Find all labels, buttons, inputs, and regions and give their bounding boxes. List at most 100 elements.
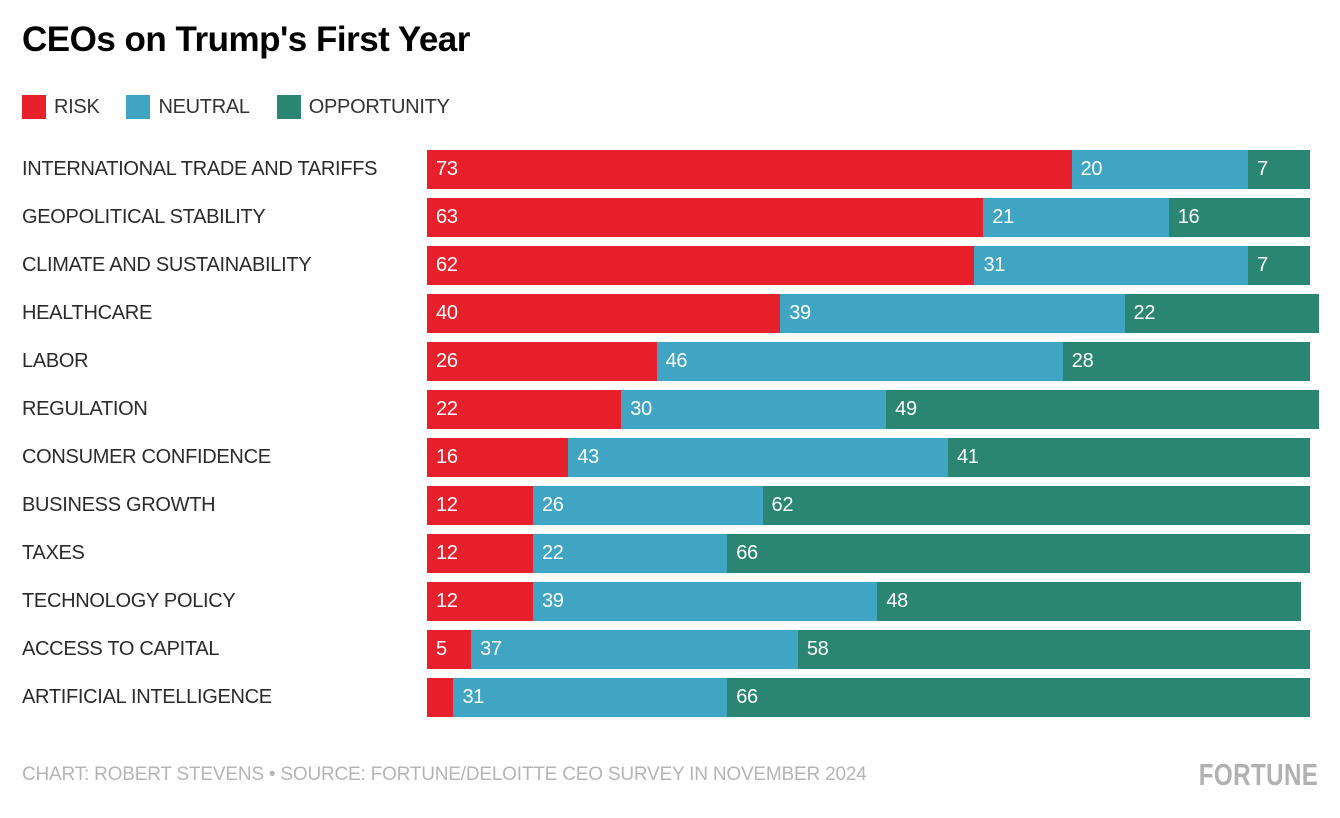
bar-value-label: 48 [886,590,908,612]
bar-segment-neutral: 21 [983,198,1169,237]
bar-segment-risk: 5 [427,630,472,669]
bar-value-label: 12 [436,494,458,516]
bar-value-label: 63 [436,206,458,228]
legend: RISK NEUTRAL OPPORTUNITY [22,95,450,119]
chart-row: ARTIFICIAL INTELLIGENCE 31 66 [0,678,1340,717]
bar-segment-opportunity: 66 [727,534,1310,573]
bar-segment-opportunity: 28 [1062,342,1310,381]
legend-swatch-opportunity [276,95,301,119]
footer: CHART: ROBERT STEVENS • SOURCE: FORTUNE/… [22,755,1318,795]
bar-segment-neutral: 46 [656,342,1063,381]
chart-row: LABOR 26 46 28 [0,342,1340,381]
fortune-logo: FORTUNE [1198,757,1318,792]
chart-title: CEOs on Trump's First Year [22,20,470,59]
bar-group: 62 31 7 [427,246,1310,285]
bar-segment-opportunity: 49 [886,390,1319,429]
bar-segment-neutral: 37 [471,630,798,669]
bar-value-label: 40 [436,302,458,324]
bar-value-label: 16 [1177,206,1200,228]
bar-segment-neutral: 39 [532,582,878,621]
bar-value-label: 49 [895,398,917,420]
footer-credit: CHART: ROBERT STEVENS • SOURCE: FORTUNE/… [22,764,867,785]
bar-segment-opportunity: 7 [1248,246,1310,285]
bar-group: 73 20 7 [427,150,1310,189]
category-label: ARTIFICIAL INTELLIGENCE [22,686,272,708]
bar-segment-risk: 12 [427,534,533,573]
bar-value-label: 43 [577,446,599,468]
bar-value-label: 39 [789,302,811,324]
bar-segment-risk: 40 [427,294,781,333]
chart-row: INTERNATIONAL TRADE AND TARIFFS 73 20 7 [0,150,1340,189]
bar-group: 22 30 49 [427,390,1319,429]
category-label: CONSUMER CONFIDENCE [22,446,271,468]
bar-value-label: 31 [462,686,485,708]
bar-value-label: 22 [1133,302,1156,324]
bar-value-label: 7 [1257,254,1268,276]
chart-row: TECHNOLOGY POLICY 12 39 48 [0,582,1340,621]
legend-item-neutral: NEUTRAL [126,95,250,119]
bar-value-label: 62 [436,254,458,276]
bar-group: 63 21 16 [427,198,1310,237]
bar-value-label: 5 [436,638,447,660]
bar-segment-opportunity: 48 [877,582,1302,621]
bar-group: 16 43 41 [427,438,1310,477]
bar-value-label: 37 [480,638,502,660]
bar-group: 26 46 28 [427,342,1310,381]
bar-group: 12 39 48 [427,582,1310,621]
category-label: GEOPOLITICAL STABILITY [22,206,266,228]
category-label: INTERNATIONAL TRADE AND TARIFFS [22,158,378,180]
bar-segment-opportunity: 22 [1124,294,1319,333]
legend-label-risk: RISK [54,95,100,118]
chart-row: CONSUMER CONFIDENCE 16 43 41 [0,438,1340,477]
chart-row: BUSINESS GROWTH 12 26 62 [0,486,1340,525]
bar-value-label: 66 [736,686,758,708]
category-label: TECHNOLOGY POLICY [22,590,236,612]
category-label: BUSINESS GROWTH [22,494,216,516]
bar-group: 5 37 58 [427,630,1310,669]
bar-segment-neutral: 22 [532,534,728,573]
chart-row: GEOPOLITICAL STABILITY 63 21 16 [0,198,1340,237]
bar-value-label: 26 [436,350,458,372]
bar-segment-neutral: 31 [974,246,1249,285]
bar-segment-neutral: 43 [568,438,948,477]
bar-value-label: 73 [436,158,458,180]
bar-segment-neutral: 30 [621,390,887,429]
bar-value-label: 30 [630,398,652,420]
category-label: CLIMATE AND SUSTAINABILITY [22,254,312,276]
bar-value-label: 62 [771,494,794,516]
bar-segment-opportunity: 7 [1248,150,1310,189]
bar-segment-risk: 16 [427,438,569,477]
bar-segment-risk: 63 [427,198,984,237]
bar-value-label: 16 [436,446,458,468]
chart-row: REGULATION 22 30 49 [0,390,1340,429]
bar-group: 12 22 66 [427,534,1310,573]
bar-segment-risk: 62 [427,246,975,285]
bar-value-label: 41 [956,446,979,468]
bar-segment-risk: 22 [427,390,622,429]
bar-value-label: 28 [1071,350,1094,372]
bar-segment-risk [427,678,454,717]
category-label: TAXES [22,542,85,564]
bar-value-label: 31 [983,254,1006,276]
bar-group: 12 26 62 [427,486,1310,525]
bar-value-label: 26 [541,494,564,516]
legend-swatch-risk [22,95,46,119]
bar-segment-opportunity: 58 [797,630,1310,669]
legend-item-risk: RISK [22,95,100,119]
bar-group: 31 66 [427,678,1310,717]
bar-segment-opportunity: 41 [947,438,1310,477]
bar-segment-risk: 73 [427,150,1072,189]
bar-value-label: 12 [436,542,458,564]
legend-swatch-neutral [126,95,151,119]
bar-value-label: 22 [436,398,458,420]
bar-segment-neutral: 20 [1071,150,1249,189]
legend-item-opportunity: OPPORTUNITY [276,95,450,119]
bar-value-label: 46 [665,350,688,372]
legend-label-neutral: NEUTRAL [158,95,250,118]
category-label: ACCESS TO CAPITAL [22,638,220,660]
bar-group: 40 39 22 [427,294,1319,333]
stacked-bar-chart: INTERNATIONAL TRADE AND TARIFFS 73 20 7 GEOP… [0,150,1340,726]
category-label: REGULATION [22,398,148,420]
chart-row: CLIMATE AND SUSTAINABILITY 62 31 7 [0,246,1340,285]
